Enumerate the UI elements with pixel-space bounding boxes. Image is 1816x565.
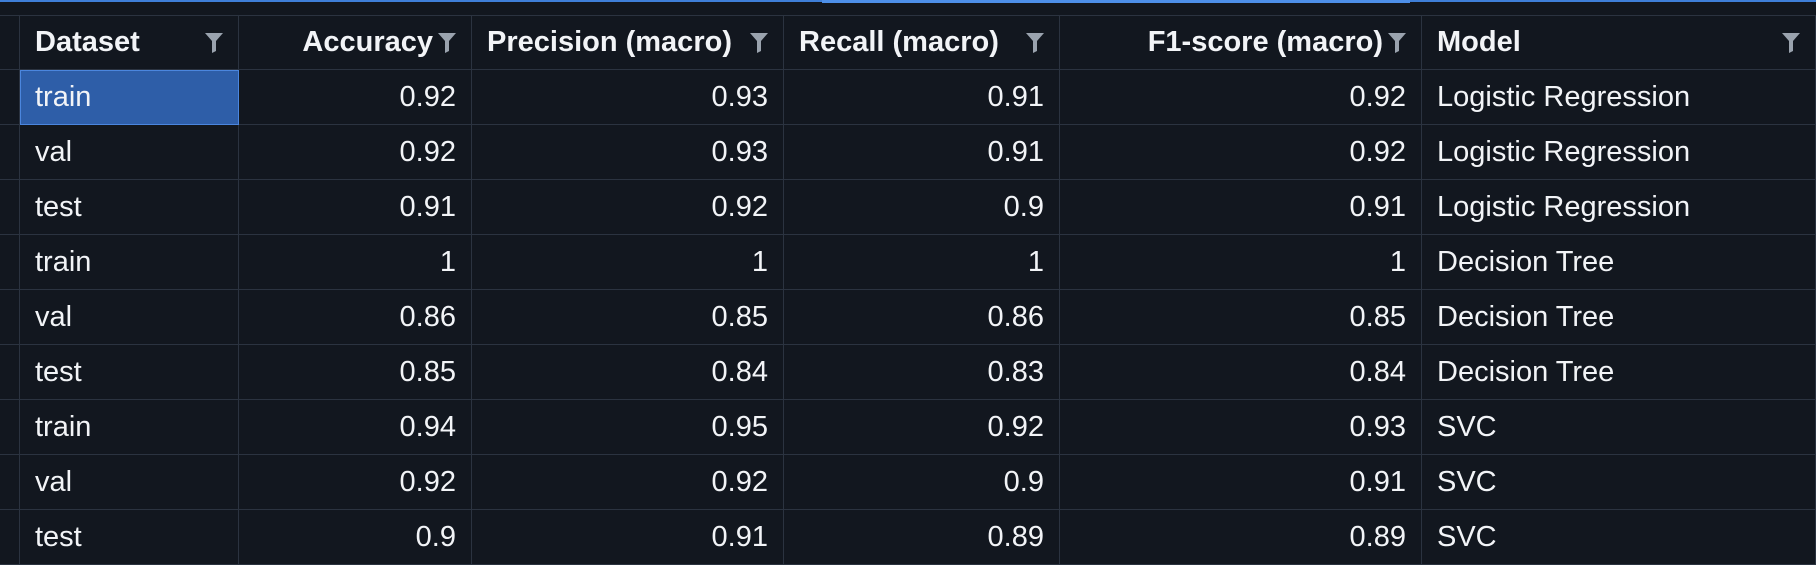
table-cell-recall[interactable]: 0.86	[784, 290, 1060, 345]
table-cell-f1[interactable]: 0.92	[1060, 70, 1422, 125]
table-cell-precision[interactable]: 0.92	[472, 455, 784, 510]
table-cell-model[interactable]: Logistic Regression	[1422, 125, 1816, 180]
column-header-label: F1-score (macro)	[1147, 26, 1383, 58]
row-header[interactable]	[0, 510, 20, 565]
column-header-f1[interactable]: F1-score (macro)	[1060, 15, 1422, 70]
table-cell-accuracy[interactable]: 0.91	[239, 180, 472, 235]
table-cell-accuracy[interactable]: 0.85	[239, 345, 472, 400]
table-cell-recall[interactable]: 0.89	[784, 510, 1060, 565]
table-cell-recall[interactable]: 1	[784, 235, 1060, 290]
table-cell-recall[interactable]: 0.91	[784, 70, 1060, 125]
row-header[interactable]	[0, 455, 20, 510]
table-cell-accuracy[interactable]: 0.92	[239, 125, 472, 180]
table-cell-accuracy[interactable]: 0.9	[239, 510, 472, 565]
table-cell-recall[interactable]: 0.91	[784, 125, 1060, 180]
table-cell-precision[interactable]: 0.85	[472, 290, 784, 345]
table-cell-model[interactable]: Logistic Regression	[1422, 180, 1816, 235]
table-cell-model[interactable]: Decision Tree	[1422, 290, 1816, 345]
table-cell-dataset[interactable]: val	[20, 290, 239, 345]
table-cell-f1[interactable]: 0.91	[1060, 180, 1422, 235]
table-cell-f1[interactable]: 0.93	[1060, 400, 1422, 455]
filter-icon[interactable]	[204, 32, 224, 54]
table-cell-model[interactable]: SVC	[1422, 400, 1816, 455]
data-grid: Dataset Accuracy Precision (macro) Recall (…	[0, 15, 1816, 565]
table-cell-f1[interactable]: 0.89	[1060, 510, 1422, 565]
table-cell-precision[interactable]: 0.95	[472, 400, 784, 455]
column-header-label: Recall (macro)	[799, 26, 999, 58]
table-cell-recall[interactable]: 0.9	[784, 455, 1060, 510]
row-header[interactable]	[0, 180, 20, 235]
table-cell-f1[interactable]: 0.91	[1060, 455, 1422, 510]
horizontal-scrollbar-thumb[interactable]	[822, 0, 1410, 3]
row-header[interactable]	[0, 125, 20, 180]
filter-icon[interactable]	[437, 32, 457, 54]
table-cell-accuracy[interactable]: 0.94	[239, 400, 472, 455]
table-cell-dataset[interactable]: val	[20, 125, 239, 180]
table-cell-model[interactable]: SVC	[1422, 510, 1816, 565]
row-header[interactable]	[0, 290, 20, 345]
table-cell-precision[interactable]: 0.93	[472, 70, 784, 125]
table-cell-dataset[interactable]: test	[20, 345, 239, 400]
table-cell-dataset[interactable]: test	[20, 180, 239, 235]
table-cell-precision[interactable]: 1	[472, 235, 784, 290]
table-cell-dataset[interactable]: train	[20, 400, 239, 455]
table-cell-dataset[interactable]: test	[20, 510, 239, 565]
table-cell-model[interactable]: Decision Tree	[1422, 345, 1816, 400]
filter-icon[interactable]	[1387, 32, 1407, 54]
table-cell-model[interactable]: Logistic Regression	[1422, 70, 1816, 125]
column-header-label: Dataset	[35, 26, 140, 58]
column-header-model[interactable]: Model	[1422, 15, 1816, 70]
table-cell-accuracy[interactable]: 0.92	[239, 455, 472, 510]
column-header-label: Accuracy	[302, 26, 433, 58]
table-cell-precision[interactable]: 0.93	[472, 125, 784, 180]
table-cell-dataset-selected[interactable]: train	[20, 70, 239, 125]
table-cell-precision[interactable]: 0.91	[472, 510, 784, 565]
row-header[interactable]	[0, 345, 20, 400]
row-header-corner	[0, 15, 20, 70]
table-cell-dataset[interactable]: train	[20, 235, 239, 290]
table-cell-f1[interactable]: 0.85	[1060, 290, 1422, 345]
table-cell-precision[interactable]: 0.92	[472, 180, 784, 235]
table-cell-f1[interactable]: 1	[1060, 235, 1422, 290]
filter-icon[interactable]	[749, 32, 769, 54]
column-header-label: Model	[1437, 26, 1521, 58]
table-cell-recall[interactable]: 0.9	[784, 180, 1060, 235]
column-header-dataset[interactable]: Dataset	[20, 15, 239, 70]
column-header-recall[interactable]: Recall (macro)	[784, 15, 1060, 70]
row-header[interactable]	[0, 70, 20, 125]
table-cell-recall[interactable]: 0.83	[784, 345, 1060, 400]
table-cell-model[interactable]: SVC	[1422, 455, 1816, 510]
table-cell-f1[interactable]: 0.84	[1060, 345, 1422, 400]
column-header-label: Precision (macro)	[487, 26, 732, 58]
table-cell-accuracy[interactable]: 1	[239, 235, 472, 290]
table-cell-model[interactable]: Decision Tree	[1422, 235, 1816, 290]
column-header-precision[interactable]: Precision (macro)	[472, 15, 784, 70]
column-header-accuracy[interactable]: Accuracy	[239, 15, 472, 70]
table-cell-accuracy[interactable]: 0.92	[239, 70, 472, 125]
row-header[interactable]	[0, 235, 20, 290]
filter-icon[interactable]	[1025, 32, 1045, 54]
table-cell-f1[interactable]: 0.92	[1060, 125, 1422, 180]
table-cell-dataset[interactable]: val	[20, 455, 239, 510]
table-cell-accuracy[interactable]: 0.86	[239, 290, 472, 345]
filter-icon[interactable]	[1781, 32, 1801, 54]
table-cell-recall[interactable]: 0.92	[784, 400, 1060, 455]
table-cell-precision[interactable]: 0.84	[472, 345, 784, 400]
row-header[interactable]	[0, 400, 20, 455]
